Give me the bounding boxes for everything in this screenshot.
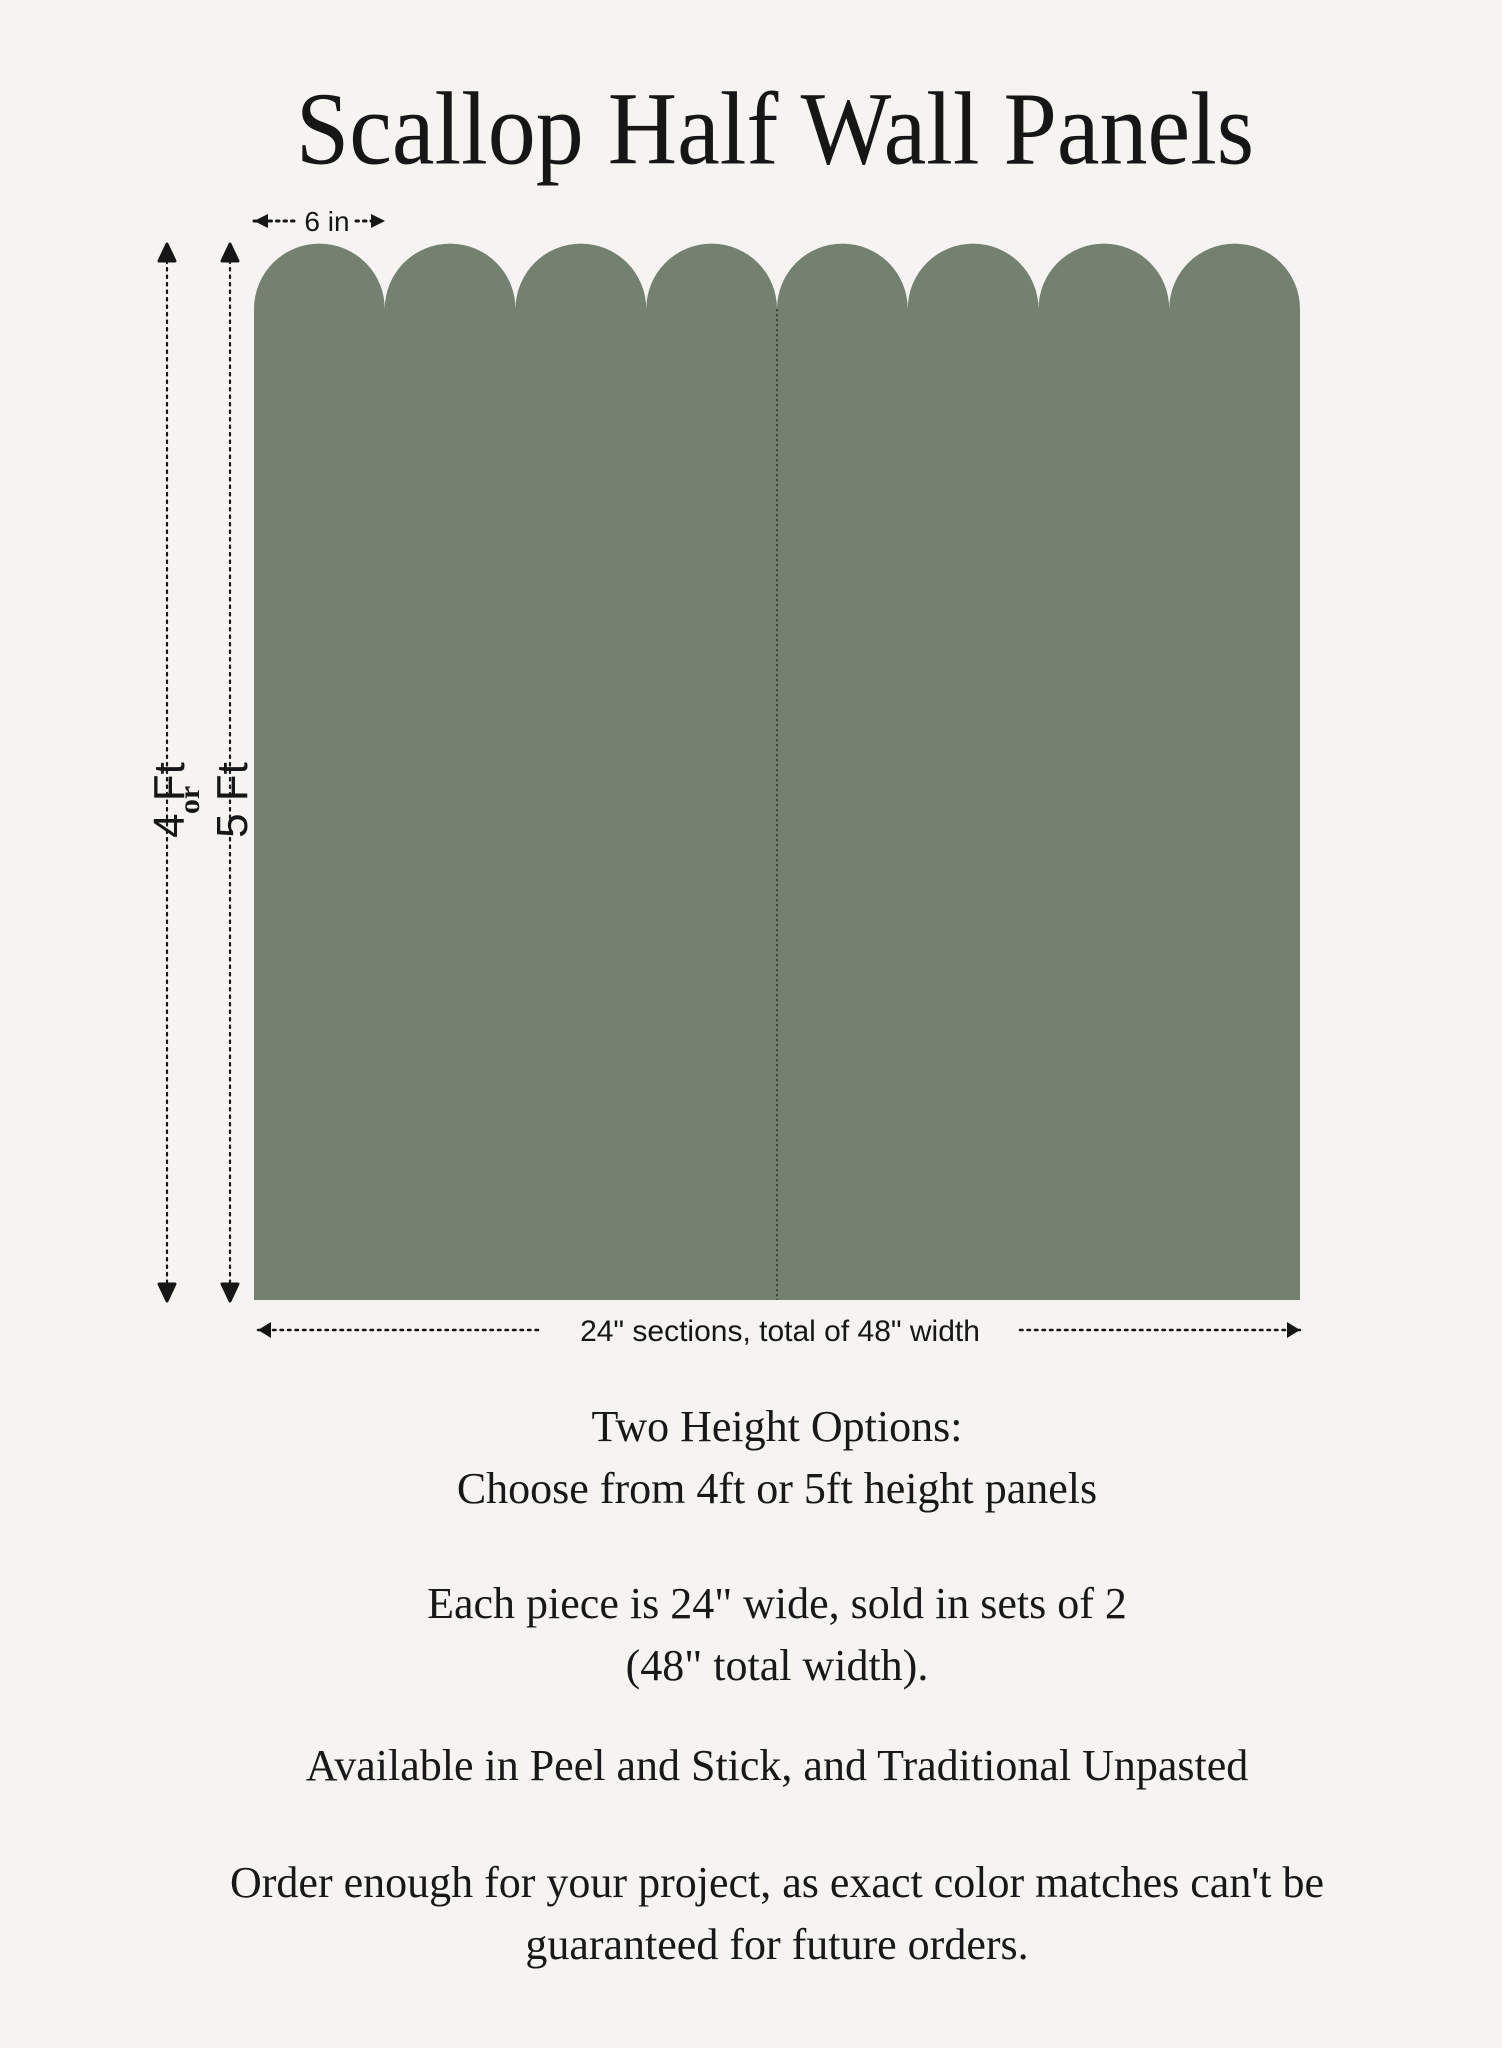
svg-text:or: or [173,786,206,814]
svg-text:5 Ft: 5 Ft [208,762,257,838]
svg-text:24" sections, total of 48" wid: 24" sections, total of 48" width [580,1315,980,1348]
svg-text:6 in: 6 in [304,206,349,237]
